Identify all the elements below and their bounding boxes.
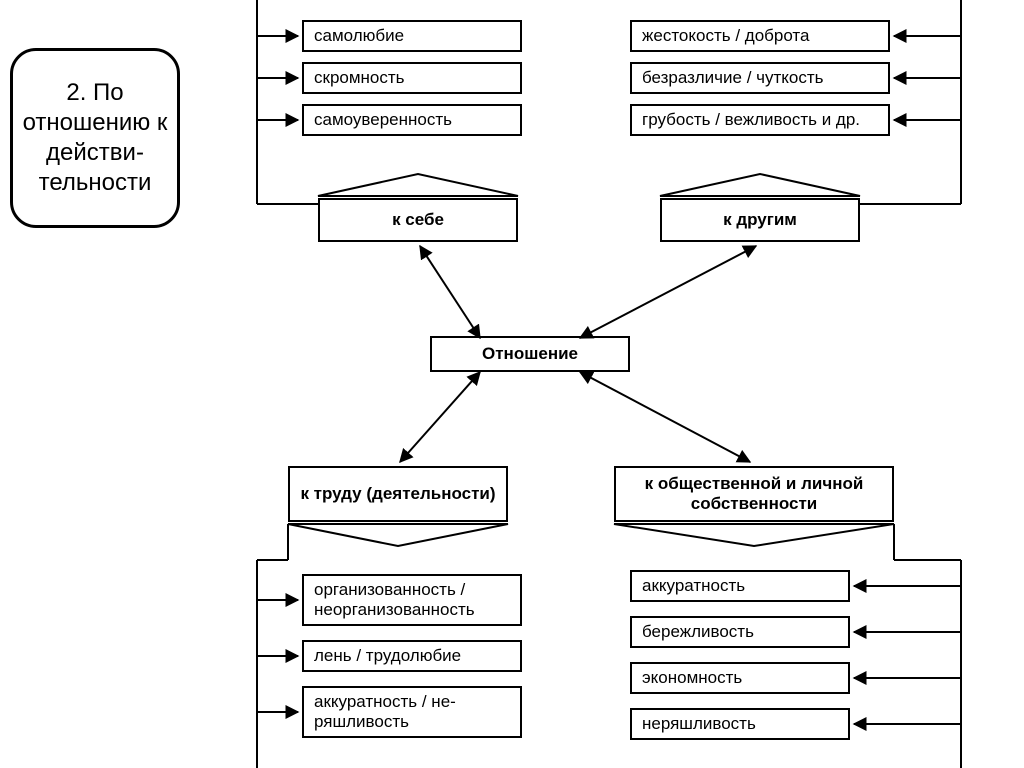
work-item-1: лень / трудолюбие: [302, 640, 522, 672]
title-text: 2. По отношению к действи- тельности: [19, 78, 171, 198]
title-box: 2. По отношению к действи- тельности: [10, 48, 180, 228]
self-item-2: самоуверенность: [302, 104, 522, 136]
work-spine: [256, 560, 258, 768]
self-header: к себе: [318, 198, 518, 242]
work-header-label: к труду (деятельности): [300, 484, 495, 504]
others-spine: [960, 0, 962, 204]
self-item-1: скромность: [302, 62, 522, 94]
others-item-1-label: безразличие / чуткость: [642, 68, 824, 88]
work-item-0: организованность / неорганизованность: [302, 574, 522, 626]
property-item-3-label: неряшливость: [642, 714, 756, 734]
others-item-0-label: жестокость / доброта: [642, 26, 809, 46]
work-header: к труду (деятельности): [288, 466, 508, 522]
property-item-0: аккуратность: [630, 570, 850, 602]
work-item-2: аккуратность / не- ряшливость: [302, 686, 522, 738]
others-item-1: безразличие / чуткость: [630, 62, 890, 94]
property-item-2: экономность: [630, 662, 850, 694]
diagram-stage: 2. По отношению к действи- тельности сам…: [0, 0, 1024, 768]
self-item-0-label: самолюбие: [314, 26, 404, 46]
self-header-label: к себе: [392, 210, 444, 230]
self-item-0: самолюбие: [302, 20, 522, 52]
property-header-label: к общественной и личной собственности: [626, 474, 882, 513]
work-item-1-label: лень / трудолюбие: [314, 646, 461, 666]
property-header: к общественной и личной собственности: [614, 466, 894, 522]
self-spine: [256, 0, 258, 204]
others-header-label: к другим: [723, 210, 797, 230]
work-item-2-label: аккуратность / не- ряшливость: [314, 692, 510, 731]
work-item-0-label: организованность / неорганизованность: [314, 580, 510, 619]
others-item-0: жестокость / доброта: [630, 20, 890, 52]
center-label: Отношение: [482, 344, 578, 364]
others-header: к другим: [660, 198, 860, 242]
property-item-0-label: аккуратность: [642, 576, 745, 596]
property-item-3: неряшливость: [630, 708, 850, 740]
others-item-2-label: грубость / вежливость и др.: [642, 110, 860, 130]
others-item-2: грубость / вежливость и др.: [630, 104, 890, 136]
property-item-1: бережливость: [630, 616, 850, 648]
property-item-1-label: бережливость: [642, 622, 754, 642]
center-box: Отношение: [430, 336, 630, 372]
self-item-1-label: скромность: [314, 68, 405, 88]
self-item-2-label: самоуверенность: [314, 110, 452, 130]
property-spine: [960, 560, 962, 768]
property-item-2-label: экономность: [642, 668, 742, 688]
